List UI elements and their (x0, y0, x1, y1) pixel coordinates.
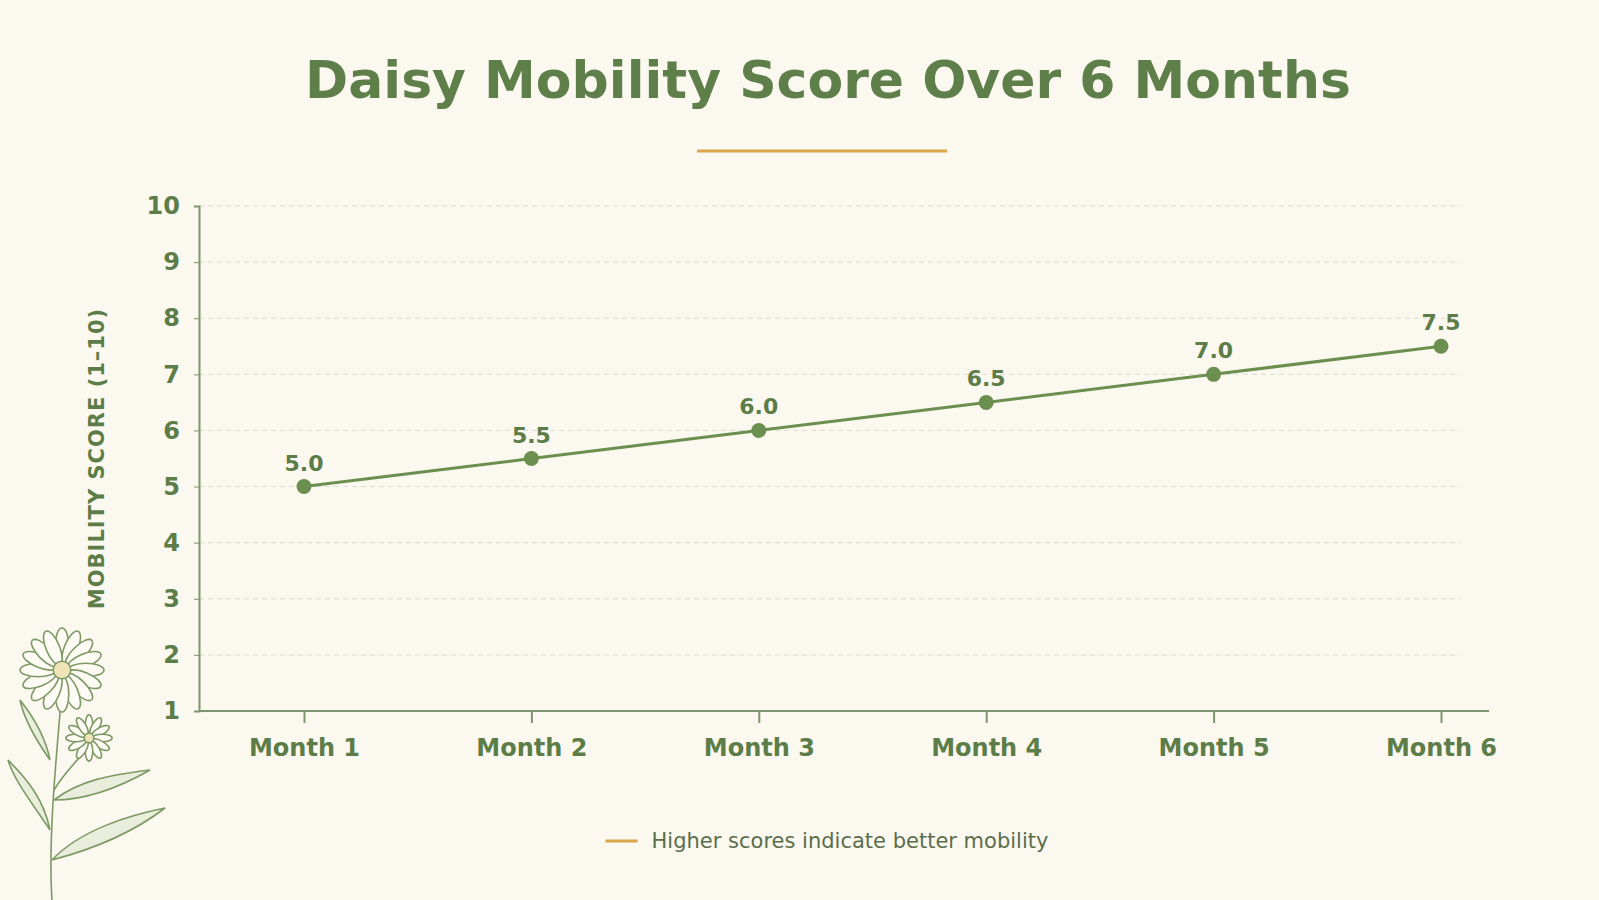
grid-line (199, 374, 1460, 375)
y-tick: 3 (163, 585, 199, 613)
x-tick: Month 6 (1386, 711, 1497, 762)
flower-leaf (8, 760, 50, 830)
x-tick-mark (304, 711, 306, 723)
grid-line (199, 430, 1460, 431)
data-label: 5.5 (512, 423, 551, 448)
data-label: 7.5 (1422, 310, 1461, 335)
x-tick-label: Month 5 (1159, 734, 1270, 762)
data-point (751, 423, 766, 438)
y-tick: 6 (163, 417, 199, 445)
flower-decoration (8, 628, 165, 900)
y-tick-label: 2 (163, 641, 180, 669)
x-axis: Month 1 Month 2 Month 3 Month 4 Month 5 Month… (199, 711, 1497, 762)
y-tick: 10 (147, 192, 199, 220)
x-tick-label: Month 1 (249, 734, 360, 762)
x-tick: Month 4 (931, 711, 1042, 762)
annotation-text: Higher scores indicate better mobility (652, 829, 1049, 853)
y-tick-label: 4 (163, 529, 180, 557)
grid-line (199, 542, 1460, 543)
y-tick-label: 8 (163, 304, 180, 332)
x-tick: Month 1 (249, 711, 360, 762)
data-labels: 5.0 5.5 6.0 6.5 7.0 7.5 (285, 310, 1461, 475)
y-tick-mark (194, 374, 199, 375)
y-tick-mark (194, 711, 199, 712)
flower-leaf (54, 770, 150, 800)
y-tick: 5 (163, 473, 199, 501)
chart: Daisy Mobility Score Over 6 Months 1 2 3 4 5 6… (0, 0, 1599, 900)
y-tick-mark (194, 599, 199, 600)
y-tick: 1 (163, 697, 199, 725)
x-tick-mark (986, 711, 988, 723)
y-tick: 2 (163, 641, 199, 669)
x-tick-mark (1213, 711, 1215, 723)
y-tick: 4 (163, 529, 199, 557)
flower-center (53, 661, 71, 679)
annotation-swatch (606, 840, 638, 843)
x-tick-label: Month 2 (476, 734, 587, 762)
y-tick: 7 (163, 361, 199, 389)
data-point (1434, 339, 1449, 354)
y-tick: 8 (163, 304, 199, 332)
data-label: 6.5 (967, 366, 1006, 391)
background (0, 0, 1599, 900)
y-tick-mark (194, 318, 199, 319)
x-tick: Month 5 (1159, 711, 1270, 762)
y-tick-mark (194, 487, 199, 488)
grid-line (199, 262, 1460, 263)
y-tick-label: 7 (163, 361, 180, 389)
grid-line (199, 486, 1460, 487)
data-line (304, 346, 1441, 486)
y-tick-mark (194, 655, 199, 656)
flower-leaf (52, 808, 165, 860)
y-axis-title: MOBILITY SCORE (1–10) (85, 308, 109, 609)
data-label: 6.0 (739, 394, 778, 419)
data-label: 7.0 (1194, 338, 1233, 363)
y-tick-mark (194, 262, 199, 263)
y-tick: 9 (163, 248, 199, 276)
flower-center (84, 733, 94, 743)
grid-line (199, 206, 1460, 207)
data-point (524, 451, 539, 466)
x-axis-line (199, 710, 1489, 712)
y-tick-label: 3 (163, 585, 180, 613)
data-label: 5.0 (285, 451, 324, 476)
data-point (979, 395, 994, 410)
x-tick-label: Month 4 (931, 734, 1042, 762)
x-tick: Month 2 (476, 711, 587, 762)
y-tick-label: 1 (163, 697, 180, 725)
x-tick-mark (758, 711, 760, 723)
title: Daisy Mobility Score Over 6 Months (305, 50, 1351, 110)
grid (199, 206, 1460, 711)
data-point (297, 479, 312, 494)
y-axis-line (194, 207, 200, 712)
y-tick-label: 5 (163, 473, 180, 501)
grid-line (199, 654, 1460, 655)
y-tick-mark (194, 206, 199, 207)
annotation: Higher scores indicate better mobility (606, 829, 1049, 853)
plot-area (297, 339, 1449, 494)
y-axis: 1 2 3 4 5 6 7 8 9 10 (147, 192, 200, 725)
y-tick-mark (194, 543, 199, 544)
x-tick-mark (1441, 711, 1443, 723)
grid-line (199, 318, 1460, 319)
y-tick-mark (194, 430, 199, 431)
y-tick-label: 10 (147, 192, 180, 220)
title-underline (697, 150, 947, 153)
x-tick-label: Month 3 (704, 734, 815, 762)
y-tick-label: 6 (163, 417, 180, 445)
x-tick-mark (531, 711, 533, 723)
grid-line (199, 598, 1460, 599)
x-tick: Month 3 (704, 711, 815, 762)
x-tick-label: Month 6 (1386, 734, 1497, 762)
data-point (1206, 367, 1221, 382)
y-tick-label: 9 (163, 248, 180, 276)
